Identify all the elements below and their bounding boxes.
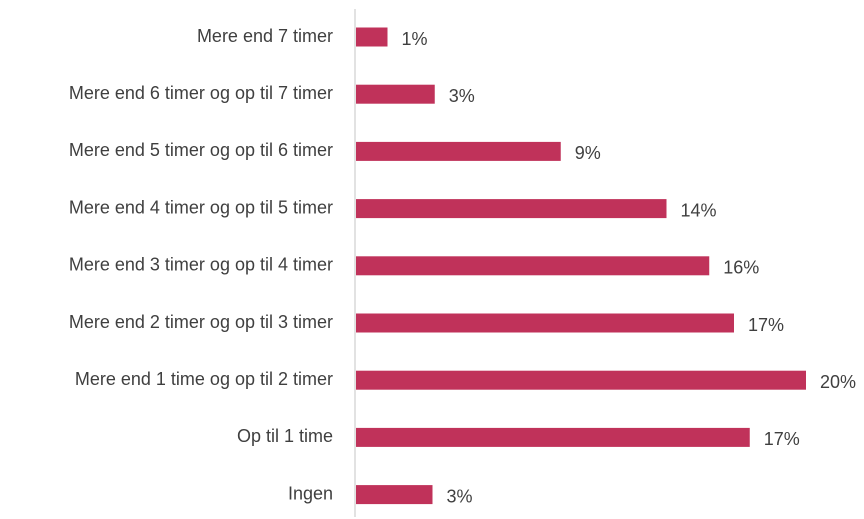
- category-label: Mere end 6 timer og op til 7 timer: [69, 83, 333, 103]
- data-label: 3%: [449, 86, 475, 106]
- data-label: 9%: [575, 143, 601, 163]
- category-labels: Mere end 7 timer Mere end 6 timer og op t…: [69, 26, 333, 504]
- data-label: 1%: [402, 29, 428, 49]
- data-label: 3%: [447, 486, 473, 506]
- category-label: Ingen: [288, 483, 333, 503]
- bar: [356, 370, 806, 390]
- category-label: Mere end 5 timer og op til 6 timer: [69, 140, 333, 160]
- data-label: 17%: [748, 315, 784, 335]
- category-label: Mere end 3 timer og op til 4 timer: [69, 255, 333, 275]
- category-label: Mere end 2 timer og op til 3 timer: [69, 312, 333, 332]
- data-label: 20%: [820, 372, 856, 392]
- bar: [356, 313, 734, 333]
- bar: [356, 199, 667, 219]
- bars: [356, 27, 806, 505]
- data-label: 17%: [764, 429, 800, 449]
- bar: [356, 427, 750, 447]
- bar: [356, 27, 388, 47]
- data-label: 14%: [681, 200, 717, 220]
- category-label: Mere end 7 timer: [197, 26, 333, 46]
- bar: [356, 485, 433, 505]
- data-label: 16%: [723, 258, 759, 278]
- category-label: Mere end 1 time og op til 2 timer: [75, 369, 333, 389]
- bar: [356, 256, 710, 276]
- category-label: Mere end 4 timer og op til 5 timer: [69, 197, 333, 217]
- bar: [356, 141, 561, 161]
- bar: [356, 84, 435, 104]
- category-label: Op til 1 time: [237, 426, 333, 446]
- value-labels: 1% 3% 9% 14% 16% 17% 20% 17% 3%: [402, 29, 857, 507]
